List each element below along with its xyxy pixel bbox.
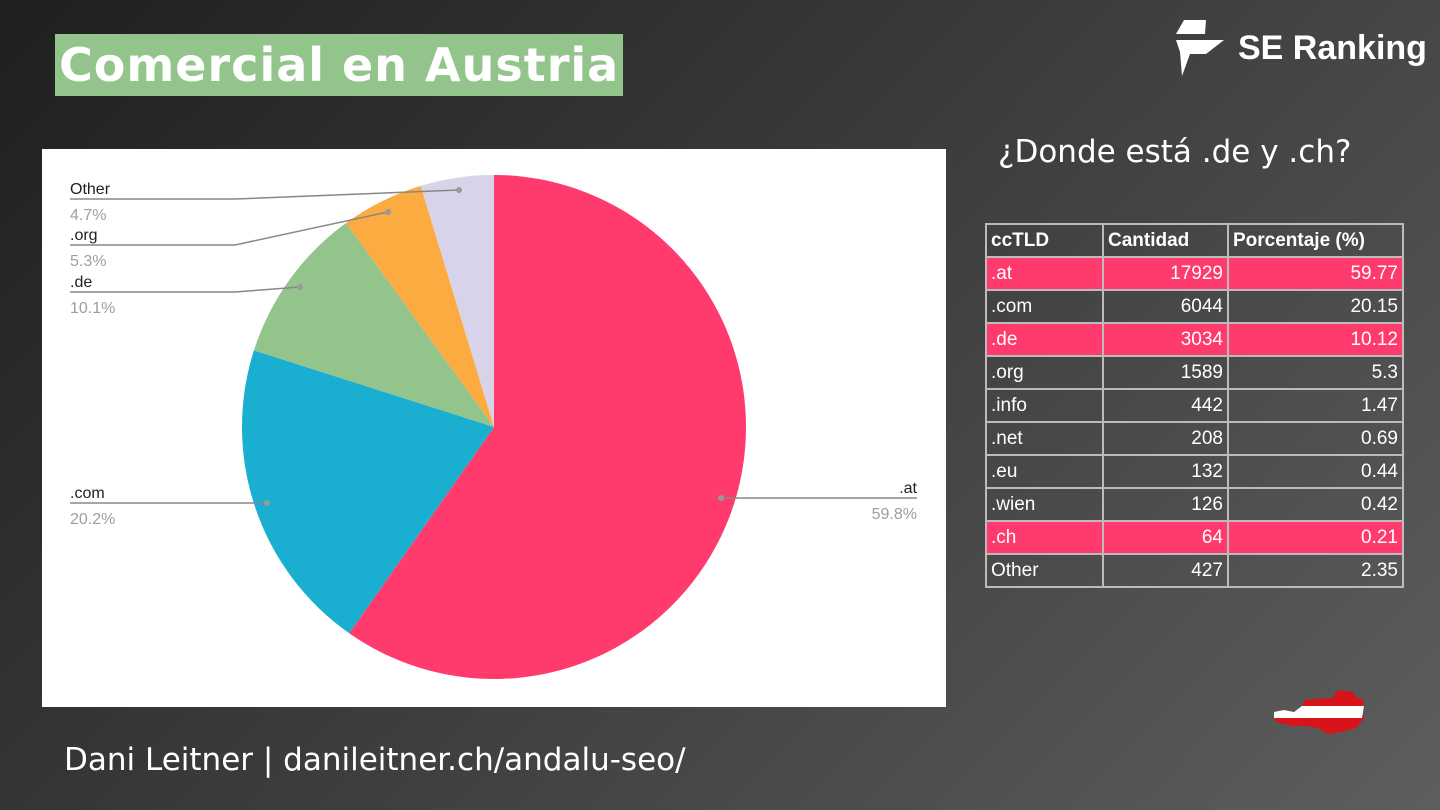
tld-table: ccTLD Cantidad Porcentaje (%) .at 17929 59… [985, 223, 1404, 588]
slide-title: Comercial en Austria [55, 34, 624, 96]
leader-dot [718, 495, 724, 501]
cell-cantidad: 427 [1102, 553, 1229, 588]
cell-porcentaje: 0.44 [1227, 454, 1404, 489]
slice-label: .at [899, 480, 917, 497]
table-row: .wien 126 0.42 [985, 487, 1404, 522]
cell-cantidad: 1589 [1102, 355, 1229, 390]
cell-porcentaje: 0.42 [1227, 487, 1404, 522]
cell-porcentaje: 0.69 [1227, 421, 1404, 456]
table-row: Other 427 2.35 [985, 553, 1404, 588]
cell-tld: .ch [985, 520, 1104, 555]
pie-chart-panel: .at 59.8% .com 20.2% .de 10.1% .org 5.3% Other 4.… [42, 149, 946, 707]
pie-slice-de [253, 223, 494, 427]
cell-tld: .de [985, 322, 1104, 357]
pie-slice-org [346, 185, 494, 427]
slice-label: .org [70, 227, 98, 244]
table-row: .net 208 0.69 [985, 421, 1404, 456]
cell-cantidad: 132 [1102, 454, 1229, 489]
cell-tld: .org [985, 355, 1104, 390]
leader-dot [385, 209, 391, 215]
cell-cantidad: 17929 [1102, 256, 1229, 291]
pie-slice-com [242, 350, 494, 634]
cell-cantidad: 208 [1102, 421, 1229, 456]
pie-slice-at [349, 175, 746, 679]
austria-flag-map-icon [1274, 690, 1364, 734]
cell-porcentaje: 10.12 [1227, 322, 1404, 357]
table-row: .eu 132 0.44 [985, 454, 1404, 489]
cell-porcentaje: 59.77 [1227, 256, 1404, 291]
se-ranking-logo: SE Ranking [1170, 18, 1427, 78]
table-row: .at 17929 59.77 [985, 256, 1404, 291]
header-porcentaje: Porcentaje (%) [1227, 223, 1404, 258]
table-row: .org 1589 5.3 [985, 355, 1404, 390]
slice-percent: 4.7% [70, 207, 106, 224]
cell-cantidad: 6044 [1102, 289, 1229, 324]
cell-tld: .eu [985, 454, 1104, 489]
slice-percent: 59.8% [872, 506, 917, 523]
table-row: .ch 64 0.21 [985, 520, 1404, 555]
leader-dot [264, 500, 270, 506]
header-cctld: ccTLD [985, 223, 1104, 258]
slice-percent: 5.3% [70, 253, 106, 270]
leader-line [70, 189, 460, 200]
slice-percent: 10.1% [70, 300, 115, 317]
slice-label: .de [70, 274, 92, 291]
cell-porcentaje: 1.47 [1227, 388, 1404, 423]
slice-label: Other [70, 181, 111, 198]
cell-tld: .net [985, 421, 1104, 456]
logo-text: SE Ranking [1238, 28, 1427, 67]
cell-porcentaje: 2.35 [1227, 553, 1404, 588]
leader-line [70, 286, 301, 293]
table-row: .de 3034 10.12 [985, 322, 1404, 357]
cell-tld: Other [985, 553, 1104, 588]
leader-dot [297, 284, 303, 290]
footer-credit: Dani Leitner | danileitner.ch/andalu-seo… [64, 742, 686, 778]
cell-cantidad: 64 [1102, 520, 1229, 555]
se-ranking-logo-icon [1176, 20, 1224, 76]
cell-tld: .wien [985, 487, 1104, 522]
cell-cantidad: 3034 [1102, 322, 1229, 357]
cell-porcentaje: 5.3 [1227, 355, 1404, 390]
cell-cantidad: 442 [1102, 388, 1229, 423]
cell-tld: .at [985, 256, 1104, 291]
pie-slice-Other [420, 175, 494, 427]
table-subtitle: ¿Donde está .de y .ch? [998, 134, 1352, 170]
table-header-row: ccTLD Cantidad Porcentaje (%) [985, 223, 1404, 258]
cell-tld: .com [985, 289, 1104, 324]
leader-dot [456, 187, 462, 193]
cell-tld: .info [985, 388, 1104, 423]
header-cantidad: Cantidad [1102, 223, 1229, 258]
cell-cantidad: 126 [1102, 487, 1229, 522]
slice-percent: 20.2% [70, 511, 115, 528]
cell-porcentaje: 20.15 [1227, 289, 1404, 324]
leader-line [70, 211, 389, 246]
cell-porcentaje: 0.21 [1227, 520, 1404, 555]
table-row: .info 442 1.47 [985, 388, 1404, 423]
slice-label: .com [70, 485, 105, 502]
pie-chart: .at 59.8% .com 20.2% .de 10.1% .org 5.3% Other 4.… [70, 175, 918, 679]
table-row: .com 6044 20.15 [985, 289, 1404, 324]
